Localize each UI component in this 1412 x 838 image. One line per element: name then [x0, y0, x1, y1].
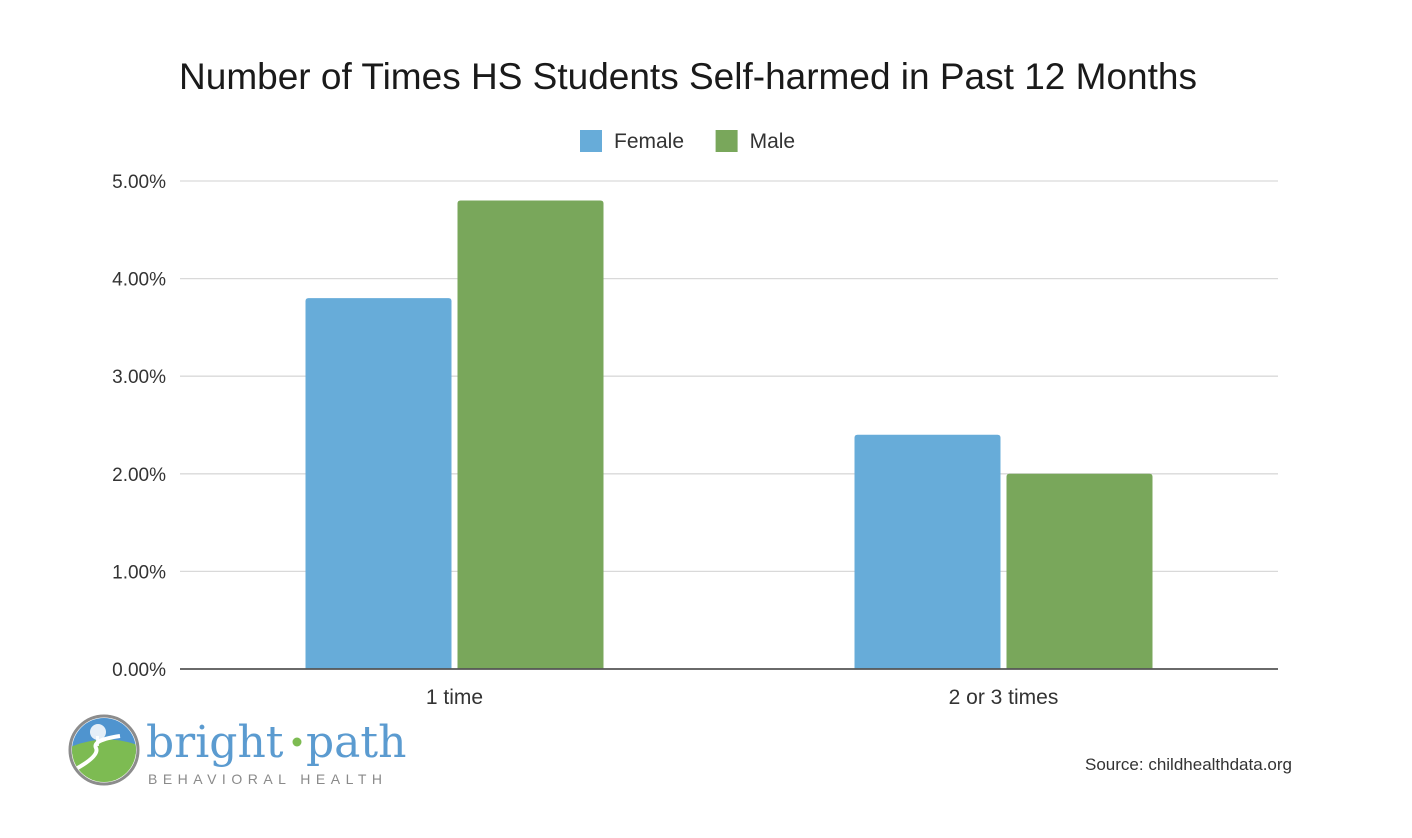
- logo-word-bright: bright: [146, 717, 284, 768]
- y-tick-label: 3.00%: [112, 367, 166, 388]
- source-note: Source: childhealthdata.org: [1085, 755, 1292, 774]
- bar-female-2: [854, 434, 1001, 669]
- legend-label-male: Male: [750, 130, 796, 153]
- logo-tagline: BEHAVIORAL HEALTH: [148, 771, 388, 787]
- legend: Female Male: [580, 130, 795, 153]
- bar-male-2: [1006, 473, 1153, 669]
- logo-emblem-icon: [68, 714, 140, 786]
- x-category-label: 1 time: [426, 686, 483, 709]
- x-category-label: 2 or 3 times: [949, 686, 1059, 709]
- bars: [305, 200, 1153, 669]
- chart-title: Number of Times HS Students Self-harmed …: [179, 56, 1197, 97]
- bar-male-1: [457, 200, 604, 669]
- logo-dot: [292, 737, 302, 747]
- y-tick-label: 1.00%: [112, 562, 166, 583]
- y-tick-label: 2.00%: [112, 465, 166, 486]
- y-tick-label: 0.00%: [112, 660, 166, 681]
- bright-path-logo: bright path BEHAVIORAL HEALTH: [68, 714, 406, 787]
- y-tick-label: 4.00%: [112, 270, 166, 291]
- bar-female-1: [305, 298, 452, 669]
- legend-label-female: Female: [614, 130, 684, 153]
- y-axis-ticks: 0.00% 1.00% 2.00% 3.00% 4.00% 5.00%: [112, 172, 166, 681]
- legend-swatch-male: [715, 130, 738, 152]
- legend-swatch-female: [580, 130, 602, 152]
- y-tick-label: 5.00%: [112, 172, 166, 193]
- x-axis-categories: 1 time 2 or 3 times: [426, 686, 1058, 709]
- logo-word-path: path: [306, 717, 406, 768]
